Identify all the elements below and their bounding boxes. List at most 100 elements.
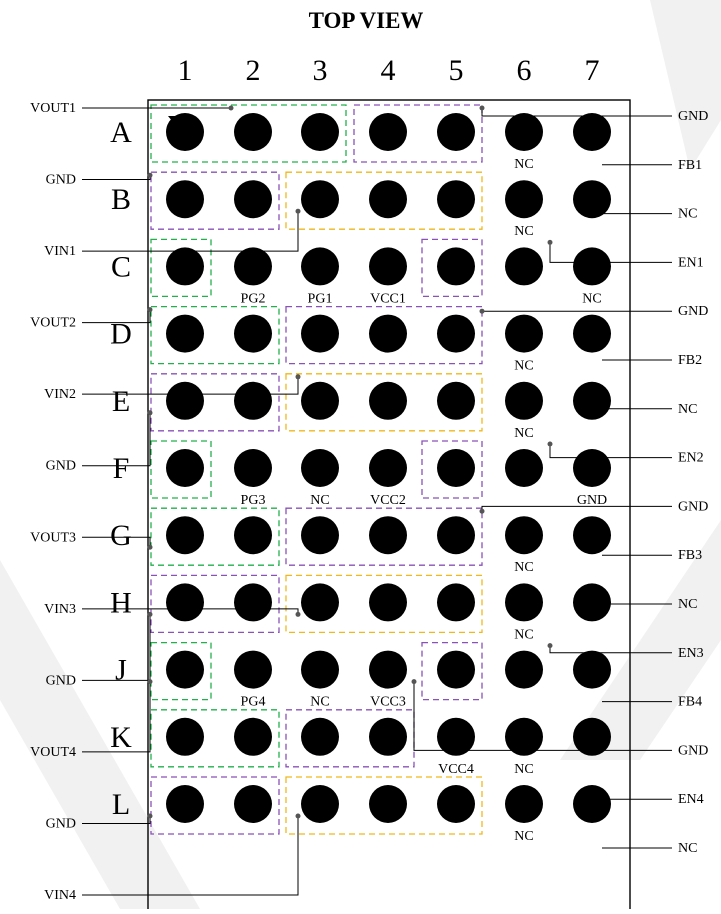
ball-J7 <box>573 650 611 689</box>
ball-G2 <box>234 516 272 555</box>
ball-F2 <box>234 449 272 487</box>
ball-F3 <box>301 449 339 487</box>
pin-labels: NC NC PG2 PG1 VCC1 NC NC NC PG3 NC VCC2 GND NC NC PG4 N… <box>241 157 608 844</box>
ball-J2 <box>234 650 272 689</box>
signal-label-right: NC <box>678 402 697 417</box>
pin-group-box-yellow <box>285 171 483 230</box>
ball-A7 <box>573 113 611 151</box>
column-label: 6 <box>517 54 532 87</box>
signal-leader-line <box>549 242 672 263</box>
signal-tap-dot <box>147 813 153 819</box>
signal-label-right: GND <box>678 109 708 124</box>
ball-H4 <box>369 583 407 622</box>
ball-D1 <box>166 314 204 353</box>
ball-E1 <box>166 381 204 420</box>
signal-leader-line <box>82 681 151 753</box>
signal-leader-line <box>413 681 672 751</box>
pin-label: VCC3 <box>370 695 406 710</box>
pin-label: NC <box>310 695 329 710</box>
ball-L1 <box>166 785 204 823</box>
signal-tap-dot <box>147 172 153 178</box>
ball-L5 <box>437 785 475 823</box>
row-label: F <box>113 452 130 485</box>
ball-E7 <box>573 381 611 420</box>
column-labels: 1 2 3 4 5 6 7 <box>178 54 600 87</box>
pin-group-box-green <box>150 709 280 768</box>
ball-D5 <box>437 314 475 353</box>
ball-L2 <box>234 785 272 823</box>
pin-group-box-purple <box>150 776 280 835</box>
signal-label-right: GND <box>678 743 708 758</box>
pin-group-box-green <box>150 507 280 566</box>
ball-J6 <box>505 650 543 689</box>
signal-leader-line <box>481 108 672 117</box>
ball-E6 <box>505 381 543 420</box>
row-label: B <box>111 183 131 216</box>
ball-E2 <box>234 381 272 420</box>
ball-A5 <box>437 113 475 151</box>
column-label: 4 <box>381 54 396 87</box>
ball-A2 <box>234 113 272 151</box>
signal-tap-dot <box>228 105 234 111</box>
signal-label-left: GND <box>46 173 76 188</box>
ball-E3 <box>301 381 339 420</box>
ball-H7 <box>573 583 611 622</box>
signal-leader-line <box>549 444 672 459</box>
pin-label: PG3 <box>241 493 266 508</box>
ball-C7 <box>573 247 611 286</box>
signal-label-right: EN4 <box>678 792 704 807</box>
pin-label: NC <box>514 224 533 239</box>
ball-F6 <box>505 449 543 487</box>
ball-D6 <box>505 314 543 353</box>
ball-F5 <box>437 449 475 487</box>
signal-label-left: VIN2 <box>44 387 76 402</box>
pin-group-box-green <box>150 238 212 298</box>
ball-J1 <box>166 650 204 689</box>
ball-A6 <box>505 113 543 151</box>
signal-tap-dot <box>479 105 485 111</box>
column-label: 7 <box>585 54 600 87</box>
ball-F1 <box>166 449 204 487</box>
ball-G3 <box>301 516 339 555</box>
signal-leader-line <box>82 816 299 896</box>
ball-B3 <box>301 180 339 219</box>
pin-group-box-purple <box>353 104 483 163</box>
ball-H5 <box>437 583 475 622</box>
pin-label: NC <box>514 627 533 642</box>
signal-tap-dot <box>147 410 153 416</box>
row-label: A <box>110 116 132 149</box>
signal-label-left: VOUT4 <box>30 745 76 760</box>
column-label: 2 <box>246 54 261 87</box>
row-labels: A B C D E F G H J K L <box>110 116 132 821</box>
diagram-title: TOP VIEW <box>309 8 424 33</box>
row-label: L <box>112 788 130 821</box>
pin-group-box-purple <box>421 440 483 499</box>
ball-J5 <box>437 650 475 689</box>
ball-B7 <box>573 180 611 219</box>
ball-H1 <box>166 583 204 622</box>
signal-label-right: NC <box>678 841 697 856</box>
pin-label: PG1 <box>308 291 333 306</box>
pin-label: NC <box>514 829 533 844</box>
pin-group-box-purple <box>421 238 483 298</box>
signal-label-right: EN2 <box>678 451 704 466</box>
signal-tap-dot <box>147 544 153 550</box>
signal-label-left: VOUT2 <box>30 316 76 331</box>
ball-L6 <box>505 785 543 823</box>
pin-group-box-purple <box>150 574 280 634</box>
ball-C2 <box>234 247 272 286</box>
ball-A1 <box>166 113 204 151</box>
row-label: D <box>110 318 132 351</box>
row-label: H <box>110 586 132 619</box>
row-label: G <box>110 519 132 552</box>
ball-B4 <box>369 180 407 219</box>
column-label: 3 <box>313 54 328 87</box>
signal-label-left: GND <box>46 459 76 474</box>
signal-tap-dot <box>295 208 301 214</box>
ball-F7 <box>573 449 611 487</box>
ball-D2 <box>234 314 272 353</box>
ball-B6 <box>505 180 543 219</box>
signal-leader-line <box>82 175 151 181</box>
ball-K7 <box>573 717 611 756</box>
ball-B5 <box>437 180 475 219</box>
